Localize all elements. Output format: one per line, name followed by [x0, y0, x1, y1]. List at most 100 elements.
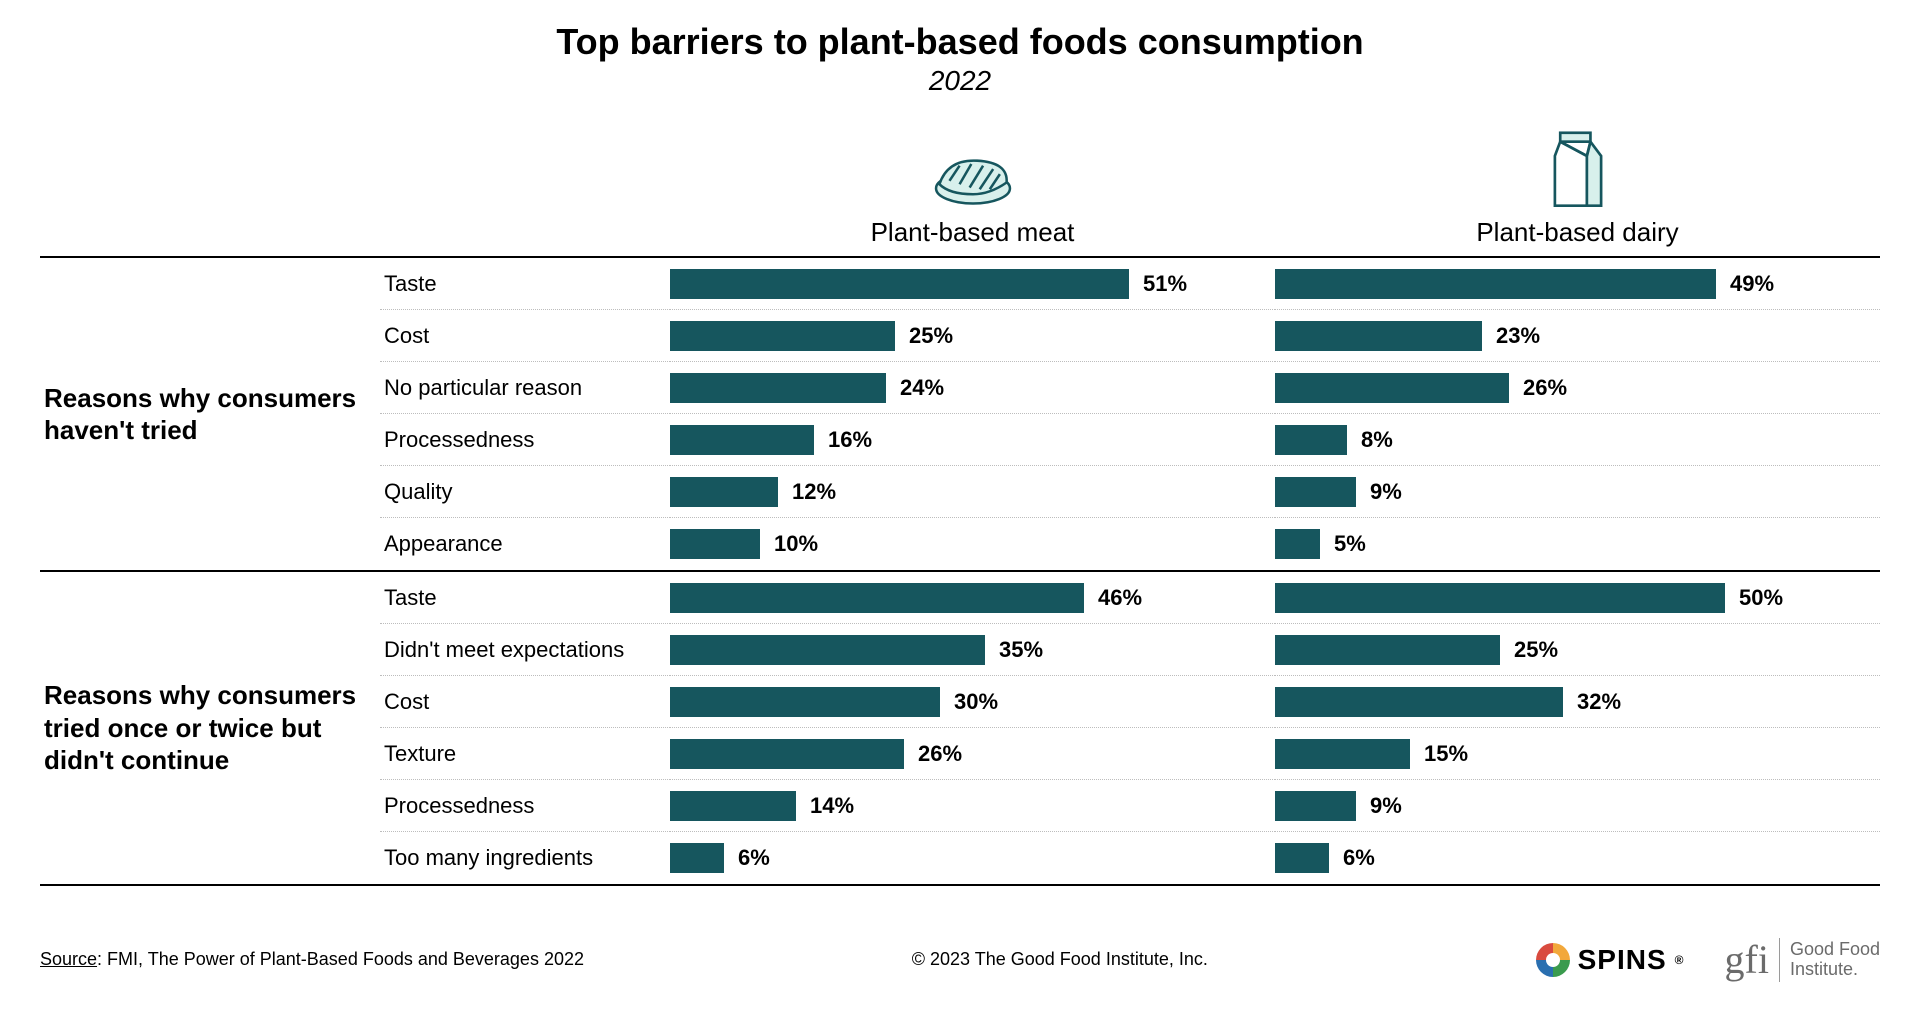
carton-icon [1551, 131, 1605, 211]
bar-track: 9% [1275, 791, 1860, 821]
bar-track: 23% [1275, 321, 1860, 351]
registered-mark: ® [1675, 953, 1685, 967]
bar-fill [670, 425, 814, 455]
bar-value: 9% [1370, 793, 1402, 819]
bar-fill [1275, 791, 1356, 821]
barriers-chart: Plant-based meat Plant-based dairy Reaso… [40, 127, 1880, 886]
reason-row: Didn't meet expectations [380, 624, 670, 676]
bar-cell: 10% [670, 518, 1275, 570]
bar-track: 26% [670, 739, 1255, 769]
reason-row: No particular reason [380, 362, 670, 414]
bar-value: 30% [954, 689, 998, 715]
bar-track: 9% [1275, 477, 1860, 507]
bar-cell: 32% [1275, 676, 1880, 728]
reason-row: Cost [380, 676, 670, 728]
bar-cell: 35% [670, 624, 1275, 676]
bar-value: 51% [1143, 271, 1187, 297]
bar-column-meat: 46% 35% 30% 26% 14% 6% [670, 570, 1275, 886]
bar-fill [1275, 425, 1347, 455]
bar-fill [1275, 373, 1509, 403]
bar-fill [670, 635, 985, 665]
chart-footer: Source: FMI, The Power of Plant-Based Fo… [40, 936, 1880, 983]
gfi-logo: gfi Good Food Institute. [1725, 936, 1881, 983]
bar-value: 6% [738, 845, 770, 871]
bar-value: 5% [1334, 531, 1366, 557]
reason-label: No particular reason [380, 375, 582, 401]
spins-logo: SPINS ® [1536, 943, 1685, 977]
bar-track: 25% [670, 321, 1255, 351]
bar-track: 25% [1275, 635, 1860, 665]
spins-logo-text: SPINS [1578, 944, 1667, 976]
bar-track: 6% [1275, 843, 1860, 873]
bar-fill [1275, 529, 1320, 559]
reason-label: Taste [380, 271, 437, 297]
bar-track: 24% [670, 373, 1255, 403]
bar-cell: 50% [1275, 572, 1880, 624]
spins-globe-icon [1536, 943, 1570, 977]
bar-value: 12% [792, 479, 836, 505]
bar-fill [670, 843, 724, 873]
bar-value: 50% [1739, 585, 1783, 611]
bar-cell: 49% [1275, 258, 1880, 310]
bar-fill [1275, 635, 1500, 665]
source-text: : FMI, The Power of Plant-Based Foods an… [97, 949, 584, 969]
meat-icon [931, 149, 1015, 211]
bar-cell: 24% [670, 362, 1275, 414]
bar-fill [1275, 739, 1410, 769]
bar-cell: 5% [1275, 518, 1880, 570]
bar-cell: 51% [670, 258, 1275, 310]
bar-fill [670, 687, 940, 717]
reason-row: Processedness [380, 780, 670, 832]
bar-cell: 26% [670, 728, 1275, 780]
source-line: Source: FMI, The Power of Plant-Based Fo… [40, 949, 584, 970]
chart-subtitle: 2022 [40, 65, 1880, 97]
reason-label: Processedness [380, 793, 534, 819]
bar-cell: 6% [1275, 832, 1880, 884]
bar-track: 14% [670, 791, 1255, 821]
bar-cell: 14% [670, 780, 1275, 832]
reason-row: Appearance [380, 518, 670, 570]
source-label: Source [40, 949, 97, 969]
reason-row: Too many ingredients [380, 832, 670, 884]
bar-column-dairy: 49% 23% 26% 8% 9% 5% [1275, 256, 1880, 570]
gfi-line2: Institute. [1790, 960, 1880, 980]
section-label: Reasons why consumers tried once or twic… [40, 570, 380, 886]
bar-column-meat: 51% 25% 24% 16% 12% 10% [670, 256, 1275, 570]
spacer [380, 127, 670, 256]
reason-label: Didn't meet expectations [380, 637, 624, 663]
bar-cell: 12% [670, 466, 1275, 518]
bar-track: 30% [670, 687, 1255, 717]
reason-label: Too many ingredients [380, 845, 593, 871]
reason-row: Texture [380, 728, 670, 780]
bar-fill [670, 373, 886, 403]
bar-value: 10% [774, 531, 818, 557]
bar-value: 6% [1343, 845, 1375, 871]
bar-cell: 15% [1275, 728, 1880, 780]
bar-track: 16% [670, 425, 1255, 455]
reason-label: Quality [380, 479, 452, 505]
reason-row: Processedness [380, 414, 670, 466]
bar-track: 26% [1275, 373, 1860, 403]
copyright: © 2023 The Good Food Institute, Inc. [912, 949, 1208, 970]
bar-value: 16% [828, 427, 872, 453]
bar-track: 35% [670, 635, 1255, 665]
reason-row: Quality [380, 466, 670, 518]
bar-value: 26% [1523, 375, 1567, 401]
chart-title: Top barriers to plant-based foods consum… [40, 20, 1880, 63]
bar-value: 23% [1496, 323, 1540, 349]
bar-value: 46% [1098, 585, 1142, 611]
reason-labels-column: TasteCostNo particular reasonProcessedne… [380, 256, 670, 570]
bar-value: 25% [909, 323, 953, 349]
reason-label: Appearance [380, 531, 503, 557]
bar-value: 8% [1361, 427, 1393, 453]
bar-fill [670, 269, 1129, 299]
bar-fill [1275, 321, 1482, 351]
bar-cell: 9% [1275, 780, 1880, 832]
bar-track: 46% [670, 583, 1255, 613]
bar-cell: 30% [670, 676, 1275, 728]
bar-fill [1275, 269, 1716, 299]
divider [1779, 938, 1780, 982]
gfi-logo-mark: gfi [1725, 936, 1769, 983]
bar-cell: 23% [1275, 310, 1880, 362]
bar-cell: 26% [1275, 362, 1880, 414]
